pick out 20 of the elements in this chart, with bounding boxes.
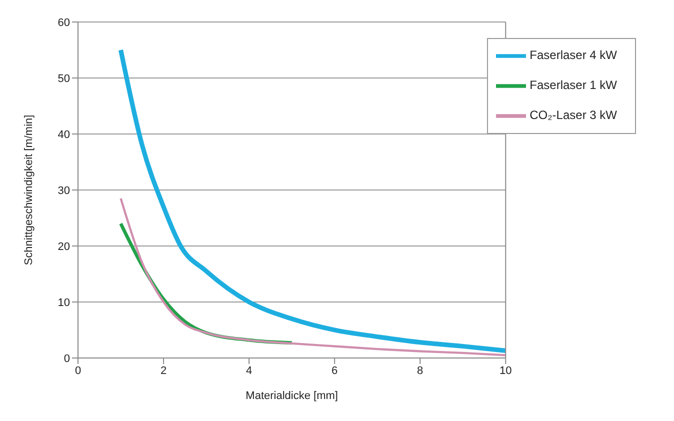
x-tick-label: 0 [74,364,82,377]
line-series [118,48,506,354]
x-tick-label: 10 [500,364,512,377]
y-tick-label: 40 [58,128,70,141]
legend-label: Faserlaser 1 kW [530,78,617,92]
x-tick-label: 6 [332,364,338,377]
x-tick-label: 4 [246,364,252,377]
x-axis-title: Materialdicke [mm] [246,390,338,402]
y-tick-label: 0 [64,352,70,365]
y-tick-label: 30 [58,184,70,197]
y-tick-label: 20 [58,240,70,253]
x-tick-label: 2 [160,364,167,377]
y-axis-title: Schnittgeschwindigkeit [m/min] [22,114,35,266]
y-tick-label: 60 [58,16,70,29]
x-tick-label: 8 [417,364,424,377]
line-series [120,197,506,356]
y-tick-label: 10 [58,296,70,309]
legend-label: CO₂-Laser 3 kW [530,108,617,122]
legend-label: Faserlaser 4 kW [530,48,617,62]
y-tick-label: 50 [58,72,70,85]
